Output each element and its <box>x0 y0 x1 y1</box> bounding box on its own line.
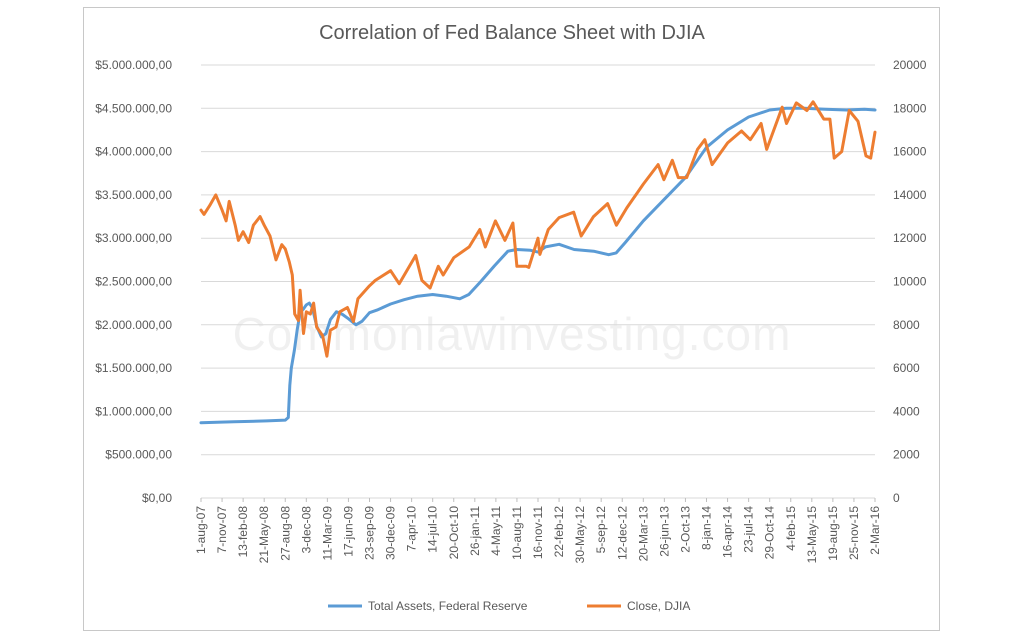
x-axis-tick-label: 14-jul-10 <box>426 506 440 553</box>
x-axis-tick-label: 30-dec-09 <box>384 506 398 560</box>
right-axis-tick-label: 20000 <box>893 58 927 72</box>
x-axis-tick-label: 25-nov-15 <box>847 506 861 560</box>
right-axis-tick-label: 12000 <box>893 231 927 245</box>
left-axis-tick-label: $4.000.000,00 <box>95 145 172 159</box>
right-axis-tick-label: 0 <box>893 491 900 505</box>
left-axis-tick-label: $2.000.000,00 <box>95 318 172 332</box>
x-axis-tick-label: 21-May-08 <box>257 506 271 564</box>
x-axis-tick-label: 23-jul-14 <box>742 506 756 553</box>
chart-frame <box>83 7 940 631</box>
x-axis-tick-label: 7-nov-07 <box>215 506 229 554</box>
x-axis: 1-aug-07 7-nov-07 13-feb-08 21-May-08 27-aug… <box>194 498 882 563</box>
legend: Total Assets, Federal Reserve Close, DJI… <box>328 599 690 613</box>
series-lines <box>199 100 877 425</box>
x-axis-tick-label: 20-Oct-10 <box>447 506 461 560</box>
x-axis-tick-label: 17-jun-09 <box>341 506 355 557</box>
left-axis-tick-label: $1.000.000,00 <box>95 404 172 418</box>
left-axis-tick-label: $0,00 <box>142 491 172 505</box>
right-axis-tick-label: 4000 <box>893 404 920 418</box>
x-axis-tick-label: 26-jan-11 <box>468 506 482 556</box>
right-axis-tick-label: 2000 <box>893 448 920 462</box>
x-axis-tick-label: 27-aug-08 <box>278 506 292 561</box>
x-axis-tick-label: 5-sep-12 <box>594 506 608 554</box>
right-axis: 0 2000 4000 6000 8000 10000 12000 14000 16000 180… <box>893 58 927 505</box>
x-axis-tick-label: 12-dec-12 <box>615 506 629 560</box>
right-axis-tick-label: 14000 <box>893 188 927 202</box>
x-axis-tick-label: 3-dec-08 <box>299 506 313 554</box>
x-axis-tick-label: 11-Mar-09 <box>320 506 334 561</box>
x-axis-tick-label: 29-Oct-14 <box>763 506 777 560</box>
left-axis-tick-label: $4.500.000,00 <box>95 101 172 115</box>
right-axis-tick-label: 16000 <box>893 145 927 159</box>
left-axis-tick-label: $1.500.000,00 <box>95 361 172 375</box>
left-axis-tick-label: $500.000,00 <box>105 448 172 462</box>
x-axis-tick-label: 1-aug-07 <box>194 506 208 554</box>
left-axis-tick-label: $3.000.000,00 <box>95 231 172 245</box>
x-axis-tick-label: 4-May-11 <box>489 506 503 556</box>
left-axis-tick-label: $5.000.000,00 <box>95 58 172 72</box>
x-axis-tick-label: 23-sep-09 <box>363 506 377 560</box>
x-axis-tick-label: 16-apr-14 <box>721 506 735 558</box>
x-axis-tick-label: 8-jan-14 <box>700 506 714 550</box>
x-axis-tick-label: 2-Mar-16 <box>868 506 882 555</box>
x-axis-tick-label: 20-Mar-13 <box>636 506 650 562</box>
x-axis-tick-label: 19-aug-15 <box>826 506 840 561</box>
x-axis-tick-label: 26-jun-13 <box>657 506 671 557</box>
series-line-fed-assets <box>199 106 877 425</box>
legend-label-fed-assets: Total Assets, Federal Reserve <box>368 599 528 613</box>
x-axis-tick-label: 2-Oct-13 <box>678 506 692 553</box>
x-axis-tick-label: 10-aug-11 <box>510 506 524 560</box>
x-axis-tick-label: 13-feb-08 <box>236 506 250 558</box>
left-axis-tick-label: $3.500.000,00 <box>95 188 172 202</box>
right-axis-tick-label: 18000 <box>893 101 927 115</box>
x-axis-tick-label: 7-apr-10 <box>405 506 419 552</box>
left-axis-tick-label: $2.500.000,00 <box>95 275 172 289</box>
left-axis: $0,00 $500.000,00 $1.000.000,00 $1.500.000,… <box>95 58 172 505</box>
series-line-djia <box>199 100 877 358</box>
x-axis-tick-label: 30-May-12 <box>573 506 587 564</box>
x-axis-tick-label: 4-feb-15 <box>784 506 798 551</box>
legend-label-djia: Close, DJIA <box>627 599 690 613</box>
right-axis-tick-label: 8000 <box>893 318 920 332</box>
right-axis-tick-label: 10000 <box>893 275 927 289</box>
x-axis-tick-label: 16-nov-11 <box>531 506 545 559</box>
x-axis-tick-label: 22-feb-12 <box>552 506 566 558</box>
x-axis-tick-label: 13-May-15 <box>805 506 819 564</box>
chart-title: Correlation of Fed Balance Sheet with DJ… <box>319 22 705 44</box>
right-axis-tick-label: 6000 <box>893 361 920 375</box>
